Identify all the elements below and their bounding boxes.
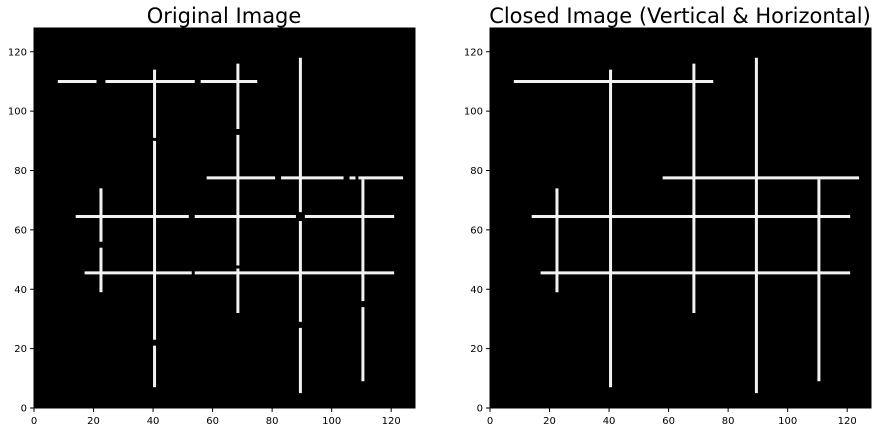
x-tick-label: 40	[603, 416, 616, 427]
x-tick-label: 60	[662, 416, 675, 427]
x-tick-label: 80	[722, 416, 735, 427]
y-tick-label: 20	[470, 344, 483, 355]
y-tick-label: 20	[14, 344, 27, 355]
x-tick-label: 0	[31, 416, 37, 427]
x-tick-label: 120	[382, 416, 401, 427]
y-tick-label: 80	[14, 166, 27, 177]
y-tick-label: 100	[8, 107, 27, 118]
x-tick-label: 80	[266, 416, 279, 427]
axes-frame	[489, 27, 872, 409]
panel-original: 0 20 40 60 80 100 120 0 20 40 60 80 100 120	[8, 27, 416, 427]
panel-title-original: Original Image	[147, 4, 302, 28]
x-tick-label: 20	[543, 416, 556, 427]
y-tick-label: 120	[464, 47, 483, 58]
y-tick-label: 0	[21, 404, 27, 415]
y-tick-label: 40	[470, 285, 483, 296]
y-tick-label: 80	[470, 166, 483, 177]
x-tick-label: 100	[322, 416, 341, 427]
x-tick-label: 120	[838, 416, 857, 427]
y-tick-label: 40	[14, 285, 27, 296]
y-tick-label: 120	[8, 47, 27, 58]
x-tick-label: 60	[206, 416, 219, 427]
x-tick-label: 100	[778, 416, 797, 427]
panel-closed: 0 20 40 60 80 100 120 0 20 40 60 80 100 120	[464, 27, 872, 427]
y-tick-label: 100	[464, 107, 483, 118]
axes-frame	[33, 27, 416, 409]
x-tick-label: 20	[87, 416, 100, 427]
y-tick-label: 60	[14, 225, 27, 236]
x-tick-label: 0	[487, 416, 493, 427]
panel-title-closed: Closed Image (Vertical & Horizontal)	[489, 4, 871, 28]
y-tick-label: 0	[477, 404, 483, 415]
x-tick-label: 40	[147, 416, 160, 427]
y-tick-label: 60	[470, 225, 483, 236]
